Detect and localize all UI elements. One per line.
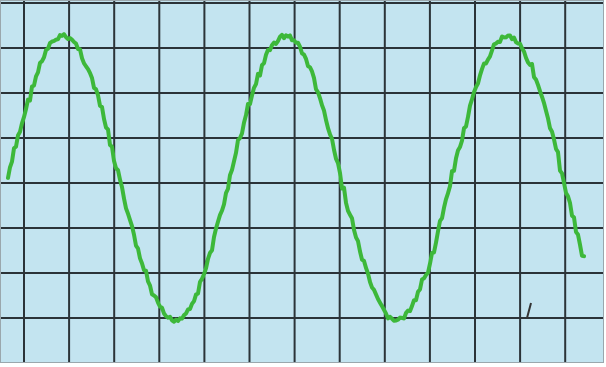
page: (() => { const data = JSON.parse(documen… xyxy=(0,0,606,367)
oscilloscope-screen xyxy=(0,0,606,367)
